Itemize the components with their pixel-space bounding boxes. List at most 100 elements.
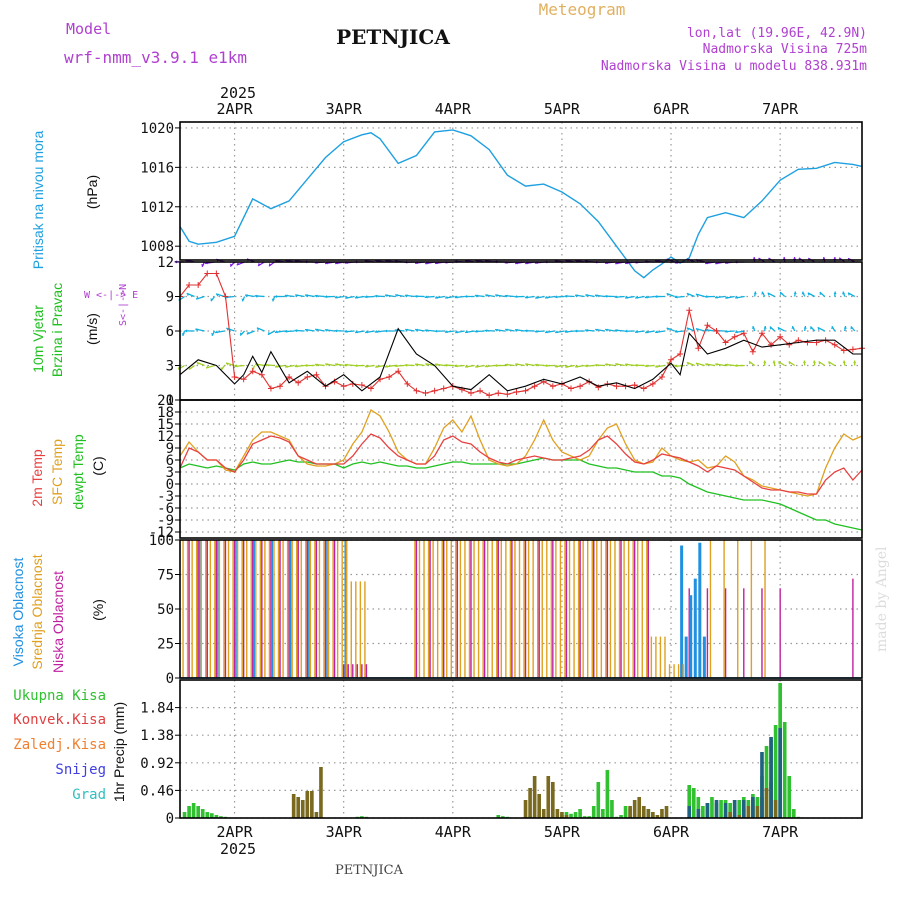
- wind-arrowhead: [625, 363, 628, 367]
- wind-arrowhead: [524, 295, 528, 299]
- cloud-bar-mid: [546, 540, 548, 678]
- ytick-label: 18: [157, 405, 174, 421]
- wind-ylabel-1: 10m Vjetar: [30, 305, 46, 373]
- wind-arrowhead: [695, 362, 699, 366]
- cloud-bar-low: [342, 664, 345, 678]
- wind-arrowhead: [828, 361, 832, 365]
- ytick-label: 1.84: [140, 701, 174, 717]
- cloud-bar-mid: [514, 540, 516, 678]
- ytick-label: 25: [157, 637, 174, 653]
- cloud-bar-mid: [305, 540, 307, 678]
- wind-arrowhead: [404, 294, 408, 298]
- cloud-bar-low: [483, 540, 486, 678]
- wind-arrowhead: [364, 295, 368, 299]
- cloud-bar-mid: [482, 540, 484, 678]
- precip-total-bar: [737, 800, 742, 818]
- wind-arrowhead: [444, 330, 448, 334]
- precip-conv-bar: [537, 794, 542, 818]
- cloud-bar-low: [538, 540, 540, 678]
- ytick-label: 3: [166, 465, 174, 481]
- precip-conv-bar: [523, 800, 528, 818]
- precip-total-bar: [569, 813, 573, 818]
- wind-gust-marker: [658, 374, 665, 380]
- cloud-bar-low: [279, 540, 281, 678]
- precip-total-bar: [605, 770, 610, 818]
- wind-arrowhead: [239, 332, 243, 336]
- cloud-bar-mid: [605, 540, 607, 678]
- wind-gust-marker: [240, 376, 247, 383]
- wind-arrowhead: [304, 363, 308, 368]
- wind-arrowhead: [196, 296, 200, 300]
- ytick-label: 9: [166, 290, 174, 306]
- cloud-bar-low: [233, 540, 236, 678]
- cloud-bar-mid: [573, 540, 575, 678]
- wind-arrowhead: [634, 330, 638, 334]
- wind-arrowhead: [666, 293, 670, 297]
- wind-arrowhead: [514, 328, 518, 332]
- wind-gust-marker: [231, 374, 238, 380]
- cloud-bar-mid: [518, 540, 521, 678]
- wind-arrowhead: [344, 329, 348, 333]
- wind-arrowhead: [564, 330, 568, 334]
- cloud-bar-low: [347, 664, 349, 678]
- cloud-bar-mid: [450, 540, 452, 678]
- wind-arrowhead: [810, 326, 813, 330]
- cloud-bar-mid: [455, 540, 457, 678]
- wind-gust-marker: [186, 282, 193, 288]
- ytick-label: 15: [157, 417, 174, 433]
- precip-total-bar: [196, 806, 201, 818]
- cloud-bar-mid: [291, 540, 293, 678]
- precip-total-bar: [782, 722, 787, 818]
- wind-arrowhead: [817, 327, 821, 331]
- wind-arrowhead: [524, 329, 528, 333]
- model-altitude-label: Nadmorska Visina u modelu 838.931m: [601, 59, 867, 74]
- wind-arrowhead: [355, 330, 359, 334]
- wind-arrowhead: [843, 326, 847, 329]
- wind-arrowhead: [294, 364, 298, 368]
- wind-arrowhead: [267, 331, 271, 335]
- wind-gust-marker: [431, 387, 438, 394]
- cloud-bar-mid: [300, 540, 302, 678]
- cloud-bar-mid: [323, 540, 325, 678]
- wind-arrowhead: [842, 360, 846, 364]
- cloud-bar-mid: [336, 540, 339, 678]
- dewpt-ylabel: dewpt Temp: [70, 434, 86, 509]
- legend-hail: Grad: [72, 787, 106, 803]
- ytick-label: -12: [149, 525, 174, 541]
- precip-conv-bar: [737, 815, 742, 818]
- wind-arrowhead: [822, 257, 826, 260]
- wind-gust-marker: [686, 307, 693, 314]
- ytick-label: -9: [157, 513, 174, 529]
- ytick-label: -3: [157, 489, 174, 505]
- ytick-label: 75: [157, 568, 174, 584]
- wind-arrowhead: [414, 294, 418, 298]
- wind-arrowhead: [495, 328, 498, 332]
- cloud-bar-mid: [255, 540, 257, 678]
- wind-arrowhead: [725, 295, 729, 299]
- wind-arrowhead: [535, 295, 539, 299]
- wind-arrowhead: [654, 294, 658, 299]
- wind-arrowhead: [385, 364, 388, 368]
- cloud-bar-low: [365, 664, 368, 678]
- wind-gust-marker: [649, 380, 656, 387]
- wind-arrowhead: [220, 367, 224, 371]
- precip-total-bar: [623, 806, 628, 818]
- wind-arrowhead: [254, 294, 258, 298]
- cloud-bar-mid: [600, 540, 603, 678]
- wind-arrowhead: [850, 326, 854, 330]
- ytick-label: 6: [166, 453, 174, 469]
- cloud-bar-mid: [246, 540, 248, 678]
- cloud-bar-low: [470, 540, 472, 678]
- cloud-bar-mid: [659, 636, 662, 678]
- wind-arrowhead: [324, 295, 328, 299]
- cloud-bar-low: [524, 540, 527, 678]
- cloud-bar-mid: [441, 540, 443, 678]
- wind-arrowhead: [801, 291, 805, 295]
- precip-conv-bar: [319, 767, 323, 818]
- precip-conv-bar: [300, 800, 305, 818]
- cloud-bar-mid: [587, 540, 589, 678]
- wind-arrowhead: [819, 292, 823, 296]
- wind-arrowhead: [474, 329, 478, 333]
- wind-arrowhead: [554, 295, 558, 299]
- wind-gust-marker: [286, 374, 293, 380]
